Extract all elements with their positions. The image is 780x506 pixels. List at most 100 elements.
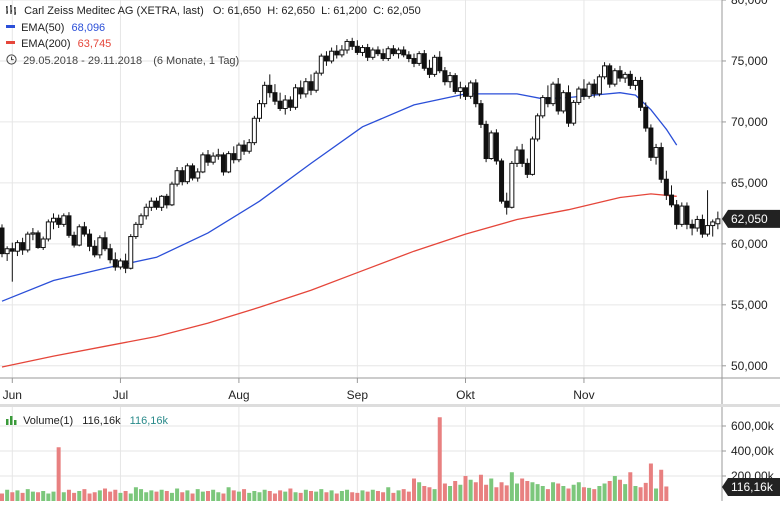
candle-body — [164, 195, 170, 206]
candle-body — [123, 260, 129, 269]
candle-body — [282, 99, 288, 110]
candle-body — [133, 223, 139, 238]
volume-bar — [628, 472, 633, 501]
volume-bar — [463, 476, 468, 501]
x-tick-label: Okt — [456, 388, 475, 402]
candle-body — [638, 79, 644, 108]
candle-body — [535, 115, 541, 140]
volume-bar — [350, 492, 355, 501]
volume-bar — [406, 491, 411, 501]
candle-body — [648, 127, 654, 158]
candle-body — [344, 40, 350, 51]
candle-body — [555, 83, 561, 112]
volume-bar — [587, 487, 592, 501]
volume-bar — [231, 490, 236, 501]
candle-body — [452, 75, 458, 92]
candle-body — [406, 54, 412, 60]
candle-body — [432, 56, 438, 75]
candle-body — [35, 232, 41, 249]
volume-bar — [123, 491, 128, 501]
candle-body — [97, 237, 103, 256]
candle-body — [241, 144, 247, 152]
volume-bar — [468, 479, 473, 501]
grid — [0, 0, 722, 501]
volume-bar — [272, 493, 277, 501]
volume-bar — [654, 488, 659, 501]
volume-bar — [206, 491, 210, 501]
candle-body — [519, 149, 525, 164]
candle-body — [349, 40, 355, 47]
candle-body — [339, 49, 345, 56]
candle-body — [663, 178, 669, 196]
volume-bar — [293, 492, 298, 501]
candle-body — [442, 70, 448, 83]
volume-bar — [51, 491, 56, 501]
volume-bar — [442, 483, 447, 501]
volume-bar — [478, 474, 483, 501]
candle-body — [354, 45, 360, 53]
candle-body — [684, 205, 690, 225]
volume-bar — [494, 487, 499, 501]
candle-body — [360, 47, 365, 53]
candle-body — [447, 75, 453, 83]
candle-body — [596, 76, 602, 95]
candle-body — [267, 84, 273, 94]
candle-body — [277, 100, 283, 110]
candle-body — [107, 248, 113, 261]
legend-ema50: EMA(50) 68,096 — [6, 22, 105, 34]
volume-bar — [113, 489, 118, 501]
candle-body — [426, 67, 432, 75]
volume-tick-label: 400,00k — [731, 444, 775, 458]
volume-bar — [303, 489, 308, 501]
bars-icon — [6, 5, 19, 15]
volume-bar — [159, 489, 164, 501]
volume-bar — [535, 484, 540, 501]
volume-bar — [236, 491, 241, 501]
volume-bar — [458, 484, 463, 501]
volume-bar — [489, 478, 494, 501]
candle-body — [0, 227, 5, 255]
candle-body — [329, 50, 335, 62]
candle-body — [169, 183, 175, 206]
candle-body — [699, 218, 705, 235]
y-tick-label: 55,000 — [731, 298, 768, 312]
volume-bar — [515, 483, 519, 501]
candle-body — [617, 70, 623, 79]
candle-body — [514, 149, 520, 164]
volume-bar — [0, 493, 4, 501]
chart-title-line: Carl Zeiss Meditec AG (XETRA, last) O: 6… — [6, 5, 421, 17]
volume-bar — [56, 447, 61, 501]
ema200-layer — [1, 193, 677, 368]
volume-bar — [139, 489, 144, 501]
volume-bar — [298, 492, 303, 501]
volume-bar — [226, 487, 231, 501]
candle-body — [236, 144, 242, 161]
volume-bar — [417, 482, 422, 501]
volume-bar — [355, 492, 360, 501]
volume-bar — [334, 493, 339, 501]
volume-bar — [41, 491, 46, 501]
candle-body — [210, 155, 216, 163]
volume-bar — [319, 489, 324, 501]
volume-bar — [551, 482, 556, 501]
candle-body — [246, 142, 252, 152]
volume-bar — [664, 486, 669, 501]
candle-body — [560, 92, 566, 112]
candle-body — [390, 48, 396, 55]
volume-tick-label: 600,00k — [731, 419, 775, 433]
candle-body — [112, 259, 118, 268]
candle-body — [128, 236, 134, 269]
chart-title: Carl Zeiss Meditec AG (XETRA, last) — [24, 5, 204, 17]
candle-body — [257, 103, 262, 119]
ema200-swatch — [6, 41, 15, 44]
volume-bar — [128, 493, 133, 501]
volume-bar — [72, 492, 77, 501]
pane-separator — [0, 404, 780, 407]
volume-bar — [185, 490, 190, 501]
candle-body — [478, 103, 484, 125]
candle-body — [499, 160, 505, 202]
y-tick-label: 60,000 — [731, 237, 768, 251]
candle-body — [226, 153, 232, 173]
candle-body — [184, 165, 190, 183]
volume-bar — [66, 489, 71, 501]
